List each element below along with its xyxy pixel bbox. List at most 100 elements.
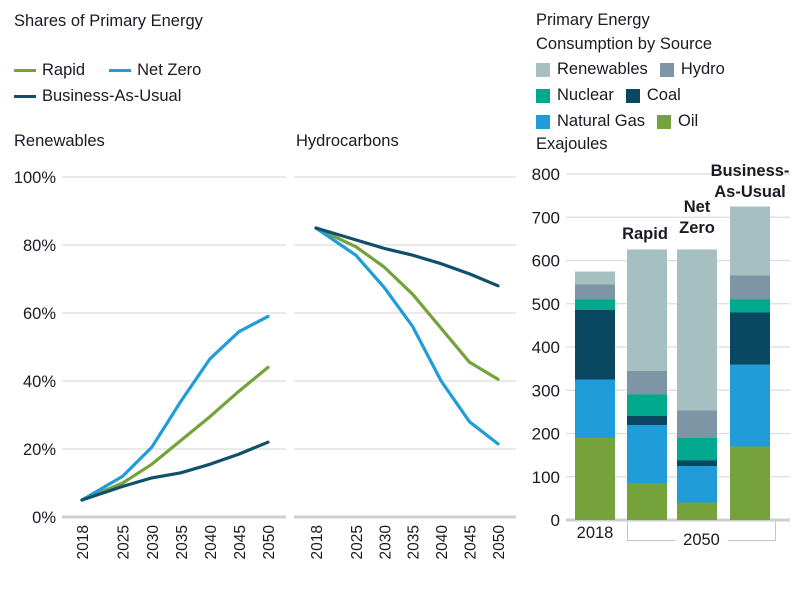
bar-net-zero-hydro xyxy=(677,410,717,438)
x-tick-label: 2018 xyxy=(309,525,326,559)
source-legend-row-2: Nuclear Coal xyxy=(536,86,705,105)
legend-item-net-zero: Net Zero xyxy=(109,61,201,80)
legend-item-natural-gas: Natural Gas xyxy=(536,112,645,131)
x-tick-label: 2050 xyxy=(491,525,508,560)
bar-2018-natural-gas xyxy=(575,379,615,438)
net-zero-line-swatch xyxy=(109,68,132,73)
line-net-zero xyxy=(80,314,270,502)
legend-item-bau: Business-As-Usual xyxy=(14,87,181,106)
scenario-legend-row-1: Rapid Net Zero xyxy=(14,61,225,80)
x-tick-label: 2025 xyxy=(116,525,133,559)
bar-2018-oil xyxy=(575,437,615,520)
bar-net-zero-natural-gas xyxy=(677,465,717,503)
y-tick-label: 200 xyxy=(532,425,560,444)
source-legend-row-1: Renewables Hydro xyxy=(536,60,749,79)
legend-label-coal: Coal xyxy=(646,86,681,104)
x-tick-label: 2040 xyxy=(203,525,220,560)
y-tick-label: 600 xyxy=(532,252,560,271)
line-rapid xyxy=(80,365,270,502)
natural-gas-swatch xyxy=(536,114,550,129)
x-tick-label: 2030 xyxy=(377,525,394,560)
bar-business-as-usual-oil xyxy=(730,446,770,520)
bar-chart-title-line1: Primary Energy xyxy=(536,11,650,29)
net-zero-bar-label-line2: Zero xyxy=(679,219,715,237)
y-tick-label: 800 xyxy=(532,165,560,184)
legend-label-natural-gas: Natural Gas xyxy=(557,112,646,130)
exajoules-label: Exajoules xyxy=(536,135,608,153)
legend-label-bau: Business-As-Usual xyxy=(42,87,182,105)
source-legend-row-3: Natural Gas Oil xyxy=(536,112,722,131)
bar-business-as-usual-renewables xyxy=(730,206,770,276)
legend-item-renewables: Renewables xyxy=(536,60,648,79)
x-tick-label: 2045 xyxy=(463,525,480,559)
bar-net-zero-nuclear xyxy=(677,437,717,461)
x-tick-label: 2040 xyxy=(434,525,451,560)
renewables-swatch xyxy=(536,62,550,77)
bar-rapid-hydro xyxy=(627,370,667,395)
y-tick-label: 80% xyxy=(23,237,56,255)
bar-net-zero-renewables xyxy=(677,249,717,411)
bar-2018-coal xyxy=(575,310,615,380)
x-tick-label: 2035 xyxy=(174,525,191,559)
net-zero-bar-label: Net Zero xyxy=(667,197,727,239)
legend-label-hydro: Hydro xyxy=(680,60,725,78)
bar-2018-hydro xyxy=(575,284,615,300)
bau-bar-label-line1: Business- xyxy=(710,162,790,180)
legend-label-renewables: Renewables xyxy=(557,60,648,78)
bar-business-as-usual-coal xyxy=(730,312,770,365)
line-rapid xyxy=(314,226,500,381)
nuclear-swatch xyxy=(536,88,550,103)
bar-rapid-nuclear xyxy=(627,394,667,417)
bar-rapid-coal xyxy=(627,416,667,425)
bar-net-zero-coal xyxy=(677,460,717,466)
y-tick-label: 20% xyxy=(23,441,56,459)
y-tick-label: 300 xyxy=(532,381,560,400)
line-net-zero xyxy=(314,226,500,446)
bar-2018-renewables xyxy=(575,271,615,285)
rapid-bar-label: Rapid xyxy=(622,225,668,243)
bar-2018-nuclear xyxy=(575,299,615,311)
legend-label-oil: Oil xyxy=(678,112,699,130)
legend-item-rapid: Rapid xyxy=(14,61,85,80)
bau-bar-label-line2: As-Usual xyxy=(714,183,786,201)
shares-title: Shares of Primary Energy xyxy=(14,12,203,30)
y-tick-label: 60% xyxy=(23,305,56,323)
y-tick-label: 0% xyxy=(32,509,56,527)
bar-business-as-usual-hydro xyxy=(730,275,770,300)
renewables-line-chart: 0% 20% 40% 60% 80% 100% 2018 2025 2030 2035 2040 20… xyxy=(14,169,286,560)
y-tick-label: 100% xyxy=(14,169,57,187)
bar-business-as-usual-natural-gas xyxy=(730,364,770,447)
legend-label-net-zero: Net Zero xyxy=(137,61,202,79)
line-business-as-usual xyxy=(80,440,270,502)
x-label-2018: 2018 xyxy=(576,524,614,542)
consumption-bar-chart: 0 100 200 300 400 500 600 700 800 xyxy=(532,165,790,530)
legend-label-nuclear: Nuclear xyxy=(557,86,614,104)
y-tick-label: 700 xyxy=(532,208,560,227)
coal-swatch xyxy=(625,88,640,103)
line-business-as-usual xyxy=(314,226,500,288)
x-tick-label: 2035 xyxy=(406,525,423,559)
hydrocarbons-chart-title: Hydrocarbons xyxy=(296,132,399,150)
bar-rapid-oil xyxy=(627,483,667,520)
hydrocarbons-line-chart: 2018 2025 2030 2035 2040 2045 2050 xyxy=(294,176,516,560)
y-tick-label: 400 xyxy=(532,338,560,357)
bar-net-zero-oil xyxy=(677,502,717,520)
bar-rapid-natural-gas xyxy=(627,424,667,484)
x-tick-label: 2025 xyxy=(349,525,366,559)
bar-rapid-renewables xyxy=(627,249,667,371)
x-label-2050: 2050 xyxy=(675,531,728,550)
legend-item-nuclear: Nuclear xyxy=(536,86,614,105)
legend-label-rapid: Rapid xyxy=(42,61,86,79)
x-tick-label: 2030 xyxy=(145,525,162,560)
legend-item-coal: Coal xyxy=(625,86,681,105)
y-tick-label: 0 xyxy=(551,511,560,530)
x-tick-label: 2018 xyxy=(75,525,92,559)
rapid-line-swatch xyxy=(14,68,36,73)
net-zero-bar-label-line1: Net xyxy=(683,198,711,216)
y-tick-label: 40% xyxy=(23,373,56,391)
renewables-chart-title: Renewables xyxy=(14,132,105,150)
bau-bar-label: Business- As-Usual xyxy=(700,161,800,203)
x-tick-label: 2045 xyxy=(232,525,249,559)
scenario-legend-row-2: Business-As-Usual xyxy=(14,87,205,106)
